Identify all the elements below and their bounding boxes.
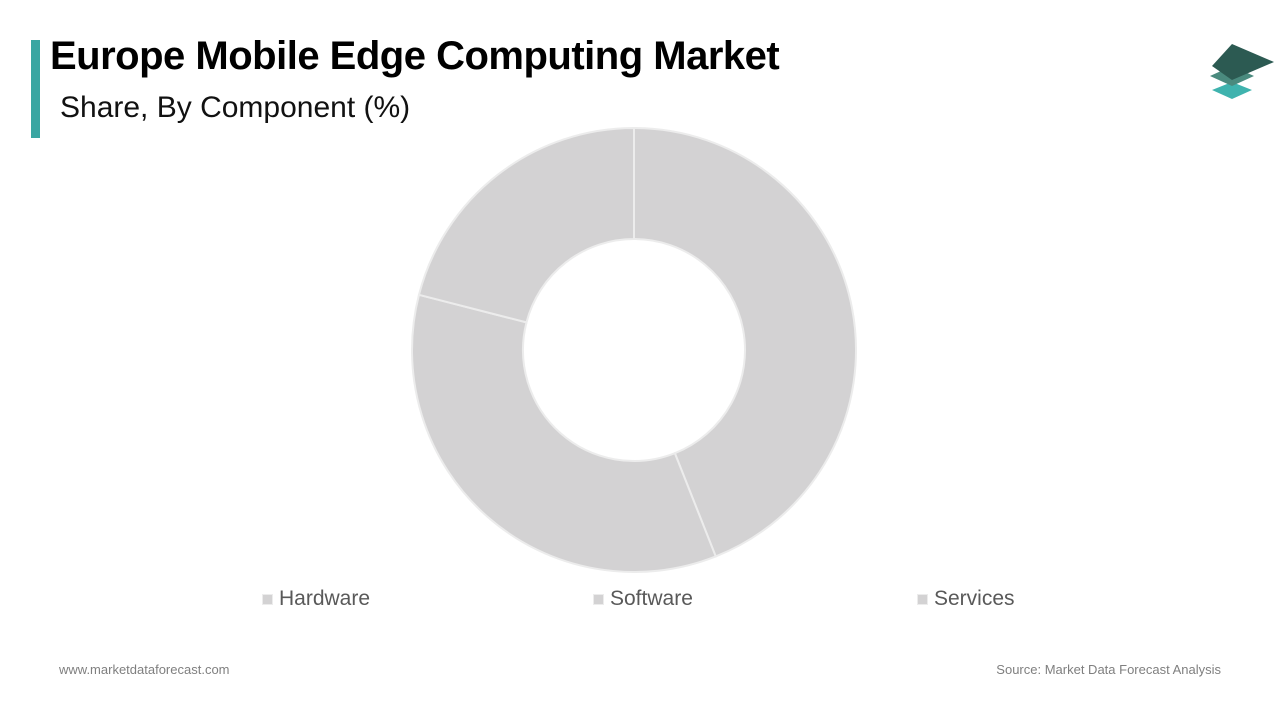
legend-item-software: Software [593,586,693,612]
donut-slices [411,126,857,573]
legend-label: Software [610,587,693,610]
donut-slice-software [411,293,718,573]
legend-label: Services [934,587,1015,610]
page-title: Europe Mobile Edge Computing Market [50,34,780,78]
logo-layer-bottom [1212,82,1252,99]
footer-website: www.marketdataforecast.com [59,662,230,677]
legend-label: Hardware [279,587,371,610]
donut-slice-services [417,126,635,324]
legend-swatch [262,593,273,605]
legend-item-services: Services [917,586,1015,612]
legend-swatch [593,593,604,605]
logo-layer-top [1212,44,1274,80]
footer-source: Source: Market Data Forecast Analysis [996,662,1221,677]
page-subtitle: Share, By Component (%) [60,91,411,124]
legend-item-hardware: Hardware [262,586,370,612]
title-accent-bar [31,40,40,138]
legend-swatch [917,593,928,605]
layers-logo-icon [1210,44,1274,99]
donut-slice-hardware [633,126,857,558]
